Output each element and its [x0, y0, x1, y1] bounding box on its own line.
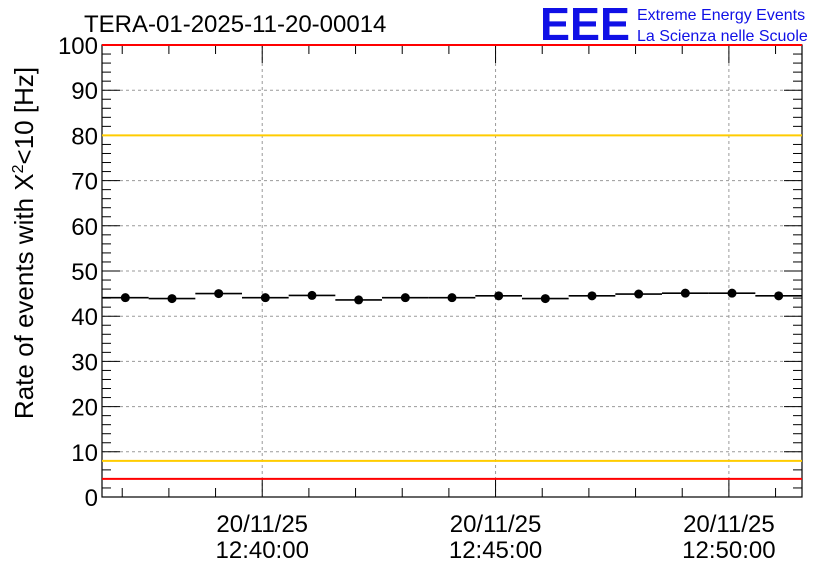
logo-line2: La Scienza nelle Scuole: [637, 28, 808, 45]
y-tick-label: 90: [71, 78, 98, 105]
y-tick-label: 80: [71, 123, 98, 150]
y-tick-label: 60: [71, 214, 98, 241]
data-point: [167, 294, 177, 304]
eee-logo: EEE Extreme Energy Events La Scienza nel…: [540, 0, 808, 50]
data-point: [214, 289, 224, 299]
data-point: [774, 291, 784, 301]
y-tick-label: 20: [71, 395, 98, 422]
data-point: [354, 295, 364, 305]
y-axis-label-prefix: Rate of events with X: [9, 173, 39, 419]
y-axis-label: Rate of events with X2<10 [Hz]: [9, 67, 39, 419]
data-point: [260, 293, 270, 303]
y-tick-label: 50: [71, 259, 98, 286]
data-point: [307, 290, 317, 300]
x-tick-label-date: 20/11/25: [450, 511, 542, 538]
data-point: [447, 293, 457, 303]
data-point: [727, 288, 737, 298]
data-point: [587, 291, 597, 301]
y-tick-label: 40: [71, 304, 98, 331]
y-tick-label: 10: [71, 440, 98, 467]
data-point: [120, 293, 130, 303]
x-tick-label-time: 12:40:00: [216, 537, 309, 564]
logo-line1: Extreme Energy Events: [637, 7, 805, 24]
data-point: [494, 291, 504, 301]
chart-title: TERA-01-2025-11-20-00014: [84, 11, 386, 38]
x-tick-label-time: 12:50:00: [682, 537, 775, 564]
y-tick-label: 30: [71, 349, 98, 376]
data-point: [540, 294, 550, 304]
x-tick-label-date: 20/11/25: [216, 511, 308, 538]
data-point: [680, 288, 690, 298]
x-tick-label-time: 12:45:00: [449, 537, 542, 564]
x-tick-label-date: 20/11/25: [683, 511, 775, 538]
y-tick-label: 70: [71, 169, 98, 196]
y-tick-label: 100: [58, 33, 98, 60]
y-axis-label-sup: 2: [10, 164, 27, 173]
y-tick-label: 0: [85, 485, 98, 512]
logo-mark: EEE: [540, 0, 630, 50]
data-point: [400, 293, 410, 303]
y-axis-label-suffix: <10 [Hz]: [9, 67, 39, 165]
data-point: [634, 289, 644, 299]
